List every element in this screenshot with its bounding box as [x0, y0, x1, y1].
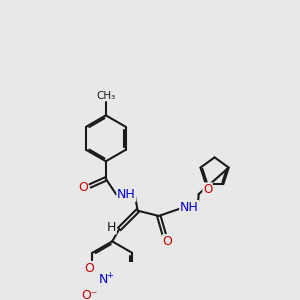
Text: +: + [106, 271, 113, 280]
Text: O: O [78, 181, 88, 194]
Text: O: O [203, 183, 212, 196]
Text: O: O [163, 235, 172, 248]
Text: NH: NH [117, 188, 136, 201]
Text: O⁻: O⁻ [81, 289, 97, 300]
Text: CH₃: CH₃ [96, 91, 116, 100]
Text: H: H [107, 221, 116, 234]
Text: N: N [99, 273, 109, 286]
Text: NH: NH [180, 201, 199, 214]
Text: O: O [84, 262, 94, 275]
